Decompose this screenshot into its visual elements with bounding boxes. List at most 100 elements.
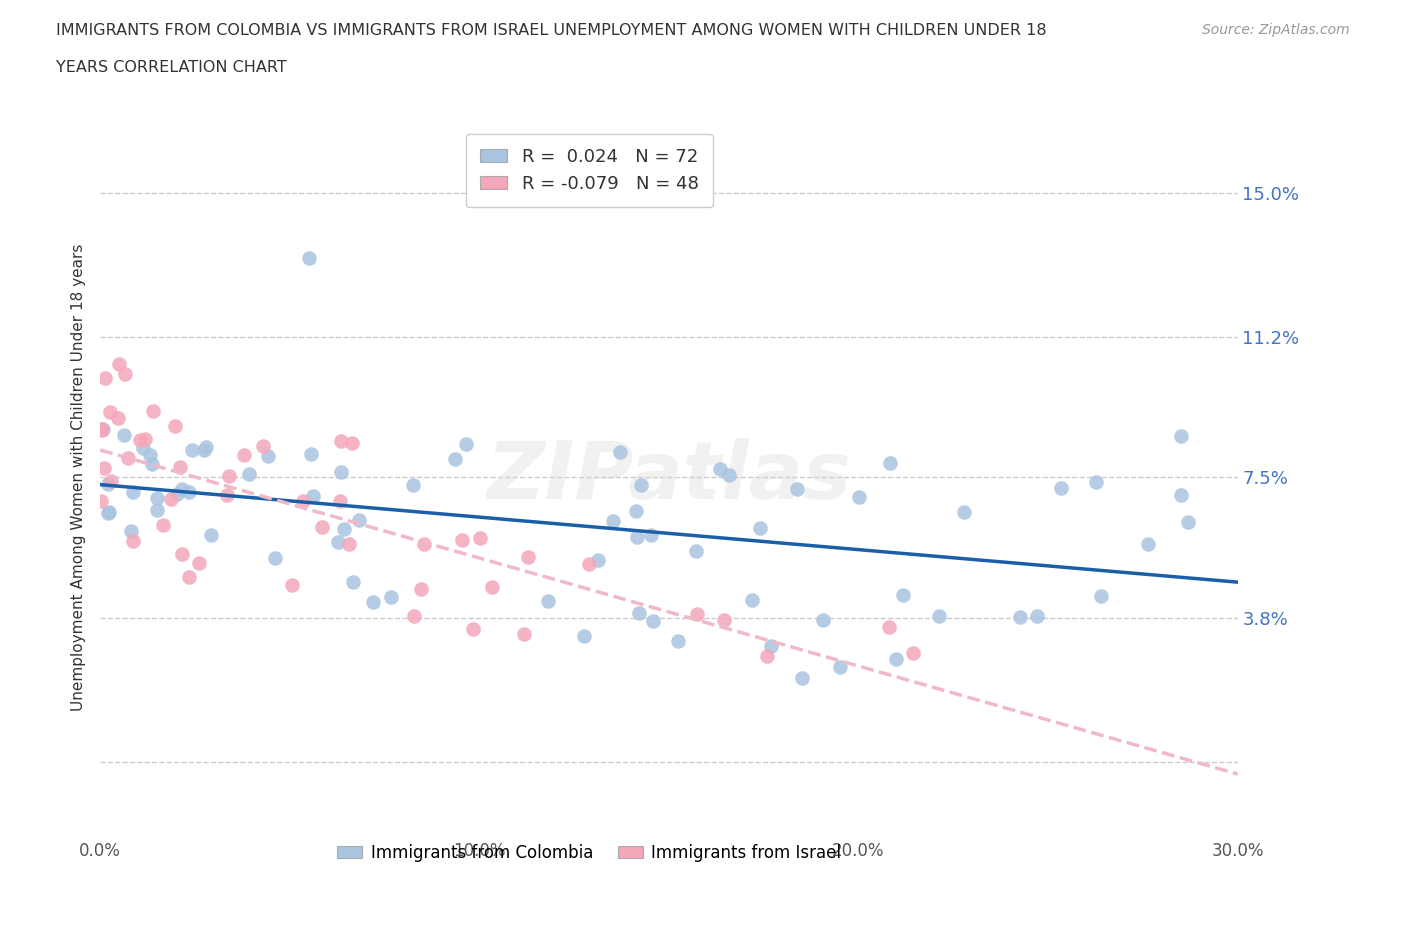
Point: [91, 421, 114, 436]
Point: [741, 592, 763, 607]
Text: IMMIGRANTS FROM COLOMBIA VS IMMIGRANTS FROM ISRAEL UNEMPLOYMENT AMONG WOMEN WITH: IMMIGRANTS FROM COLOMBIA VS IMMIGRANTS F…: [56, 23, 1047, 38]
Point: [709, 462, 731, 477]
Point: [624, 503, 647, 518]
Point: [790, 671, 813, 685]
Point: [759, 639, 782, 654]
Point: [326, 535, 349, 550]
Point: [98, 405, 121, 419]
Point: [180, 443, 202, 458]
Point: [238, 467, 260, 482]
Point: [252, 439, 274, 454]
Point: [666, 633, 689, 648]
Point: [146, 503, 169, 518]
Y-axis label: Unemployment Among Women with Children Under 18 years: Unemployment Among Women with Children U…: [72, 244, 86, 711]
Point: [172, 482, 194, 497]
Point: [340, 436, 363, 451]
Point: [361, 595, 384, 610]
Point: [152, 518, 174, 533]
Point: [170, 546, 193, 561]
Point: [177, 485, 200, 499]
Point: [1049, 480, 1071, 495]
Point: [165, 418, 187, 433]
Point: [402, 478, 425, 493]
Point: [97, 505, 120, 520]
Point: [337, 537, 360, 551]
Point: [218, 468, 240, 483]
Point: [329, 465, 352, 480]
Point: [609, 445, 631, 459]
Point: [891, 587, 914, 602]
Point: [640, 527, 662, 542]
Point: [877, 620, 900, 635]
Point: [1008, 609, 1031, 624]
Point: [1170, 428, 1192, 443]
Point: [160, 491, 183, 506]
Point: [301, 489, 323, 504]
Point: [107, 411, 129, 426]
Point: [121, 534, 143, 549]
Point: [380, 590, 402, 604]
Point: [717, 468, 740, 483]
Point: [132, 440, 155, 455]
Point: [179, 570, 201, 585]
Point: [686, 607, 709, 622]
Point: [626, 529, 648, 544]
Point: [112, 428, 135, 443]
Point: [166, 486, 188, 501]
Point: [409, 581, 432, 596]
Point: [588, 553, 610, 568]
Point: [879, 456, 901, 471]
Point: [1136, 537, 1159, 551]
Point: [94, 371, 117, 386]
Point: [280, 578, 302, 592]
Point: [257, 448, 280, 463]
Point: [298, 250, 321, 265]
Point: [142, 404, 165, 418]
Point: [413, 537, 436, 551]
Point: [811, 613, 834, 628]
Point: [97, 506, 120, 521]
Point: [1085, 474, 1108, 489]
Point: [120, 524, 142, 538]
Point: [886, 652, 908, 667]
Point: [470, 531, 492, 546]
Point: [1026, 608, 1049, 623]
Point: [330, 433, 353, 448]
Point: [537, 593, 560, 608]
Point: [195, 440, 218, 455]
Point: [114, 366, 136, 381]
Point: [602, 513, 624, 528]
Point: [404, 608, 426, 623]
Point: [572, 629, 595, 644]
Point: [713, 612, 735, 627]
Point: [454, 437, 477, 452]
Point: [122, 485, 145, 499]
Point: [93, 460, 115, 475]
Point: [134, 432, 156, 446]
Point: [97, 476, 120, 491]
Point: [233, 448, 256, 463]
Point: [90, 422, 112, 437]
Point: [828, 659, 851, 674]
Point: [200, 527, 222, 542]
Point: [450, 532, 472, 547]
Point: [329, 494, 352, 509]
Point: [481, 579, 503, 594]
Legend: Immigrants from Colombia, Immigrants from Israel: Immigrants from Colombia, Immigrants fro…: [330, 837, 848, 869]
Point: [643, 614, 665, 629]
Point: [685, 544, 707, 559]
Point: [117, 451, 139, 466]
Point: [578, 557, 600, 572]
Point: [349, 512, 371, 527]
Point: [333, 522, 356, 537]
Point: [1090, 589, 1112, 604]
Point: [90, 421, 112, 436]
Point: [928, 608, 950, 623]
Point: [187, 555, 209, 570]
Point: [512, 627, 534, 642]
Point: [1177, 514, 1199, 529]
Point: [749, 521, 772, 536]
Point: [217, 487, 239, 502]
Text: Source: ZipAtlas.com: Source: ZipAtlas.com: [1202, 23, 1350, 37]
Point: [129, 432, 152, 447]
